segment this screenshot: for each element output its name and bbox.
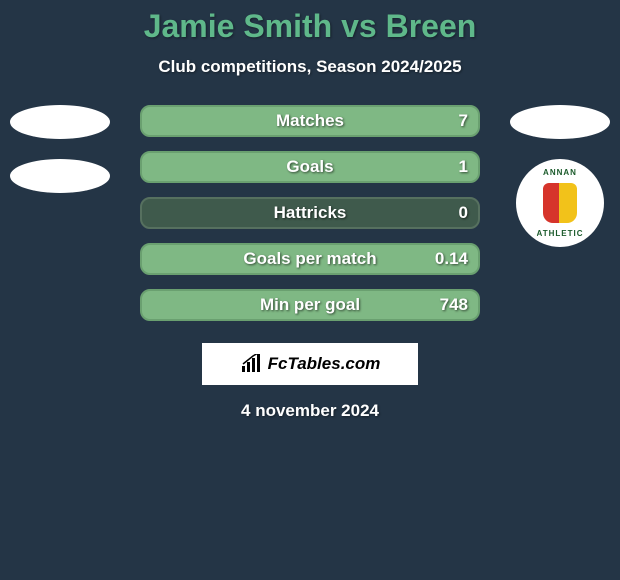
club-badge-placeholder: [10, 105, 110, 139]
stat-value-right: 1: [459, 157, 468, 177]
crest-text-top: ANNAN: [543, 168, 577, 177]
page-subtitle: Club competitions, Season 2024/2025: [0, 57, 620, 77]
comparison-panel: ANNAN ATHLETIC Matches 7 Goals 1 Hattricks 0 G…: [0, 105, 620, 321]
club-badge-placeholder: [510, 105, 610, 139]
stat-label: Goals per match: [243, 249, 376, 269]
stat-label: Min per goal: [260, 295, 360, 315]
stat-bars: Matches 7 Goals 1 Hattricks 0 Goals per match 0…: [140, 105, 480, 321]
stat-label: Matches: [276, 111, 344, 131]
stat-value-right: 7: [459, 111, 468, 131]
footer-date: 4 november 2024: [0, 401, 620, 421]
crest-text-bottom: ATHLETIC: [537, 229, 584, 238]
club-badge-placeholder: [10, 159, 110, 193]
crest-shield: [543, 183, 577, 223]
stat-bar: Goals 1: [140, 151, 480, 183]
stat-label: Goals: [286, 157, 333, 177]
footer-brand-box: FcTables.com: [202, 343, 418, 385]
footer-brand-text: FcTables.com: [268, 354, 381, 374]
page-title: Jamie Smith vs Breen: [0, 0, 620, 45]
stat-label: Hattricks: [274, 203, 347, 223]
chart-icon: [240, 354, 264, 374]
stat-bar: Matches 7: [140, 105, 480, 137]
stat-value-right: 748: [440, 295, 468, 315]
stat-value-right: 0: [459, 203, 468, 223]
left-badge-column: [0, 105, 120, 213]
stat-bar: Goals per match 0.14: [140, 243, 480, 275]
right-badge-column: ANNAN ATHLETIC: [500, 105, 620, 247]
stat-value-right: 0.14: [435, 249, 468, 269]
stat-bar: Hattricks 0: [140, 197, 480, 229]
club-crest: ANNAN ATHLETIC: [516, 159, 604, 247]
stat-bar: Min per goal 748: [140, 289, 480, 321]
